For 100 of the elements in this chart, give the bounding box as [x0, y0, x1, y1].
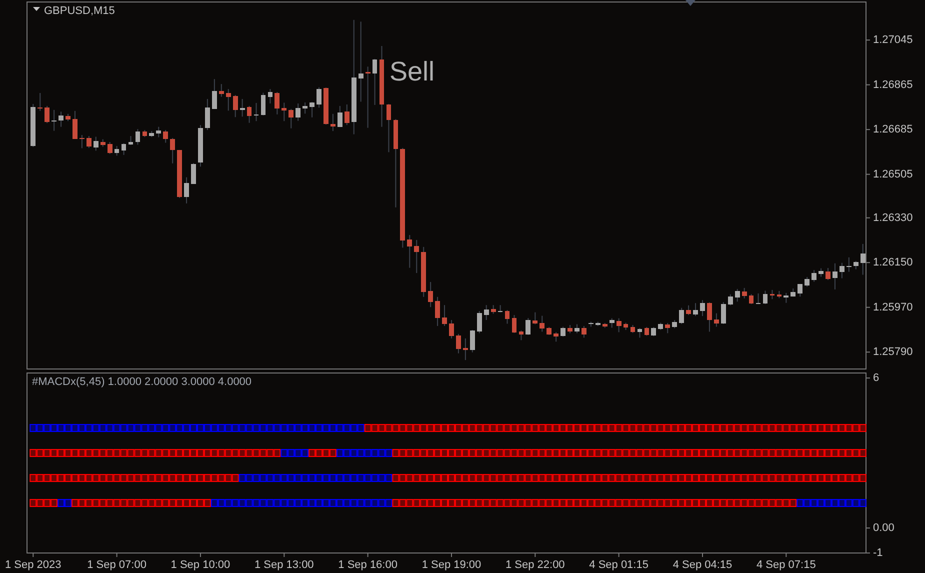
candlestick — [288, 108, 294, 129]
x-tick-label: 1 Sep 07:00 — [87, 559, 146, 571]
candlestick — [268, 88, 273, 104]
candlestick — [114, 145, 120, 156]
candlestick — [609, 318, 614, 328]
x-tick-label: 1 Sep 10:00 — [170, 559, 230, 571]
y-tick-label: 1.25790 — [873, 346, 913, 358]
candlestick — [470, 329, 475, 353]
candlestick — [456, 333, 461, 354]
candlestick — [163, 130, 168, 144]
candlestick — [798, 283, 803, 298]
y-tick-label: 1.26865 — [873, 78, 913, 91]
candlestick — [330, 113, 336, 132]
candlestick — [358, 21, 364, 102]
candlestick — [316, 86, 322, 108]
candlestick — [72, 110, 78, 140]
x-tick-label: 1 Sep 19:00 — [422, 559, 482, 571]
y-tick-label: 6 — [873, 372, 880, 384]
candlestick — [407, 234, 412, 268]
x-tick-label: 1 Sep 22:00 — [505, 559, 565, 571]
candlestick — [518, 330, 524, 341]
candlestick — [484, 304, 489, 321]
candlestick — [679, 307, 684, 324]
candlestick — [720, 302, 726, 324]
candlestick — [693, 302, 698, 317]
candlestick — [80, 134, 84, 149]
y-tick-label: -1 — [873, 547, 883, 559]
candlestick — [616, 318, 622, 333]
candlestick — [240, 98, 245, 118]
chart-title: #MACDx(5,45) 1.0000 2.0000 3.0000 4.0000 — [32, 376, 252, 388]
candlestick — [762, 290, 768, 305]
x-tick-label: 4 Sep 01:15 — [589, 559, 648, 571]
candlestick — [526, 318, 531, 336]
candlestick — [274, 92, 280, 115]
annotation: Sell — [389, 56, 435, 87]
y-tick-label: 1.27045 — [873, 34, 913, 46]
y-tick-label: 1.26685 — [873, 124, 913, 136]
candlestick — [435, 296, 440, 326]
x-tick-label: 1 Sep 16:00 — [338, 559, 398, 571]
candlestick — [86, 136, 92, 148]
candlestick — [686, 304, 691, 316]
x-tick-label: 4 Sep 04:15 — [672, 559, 732, 571]
chart-title: GBPUSD,M15 — [44, 5, 115, 17]
x-tick-label: 4 Sep 07:15 — [756, 559, 816, 571]
candlestick — [504, 310, 510, 324]
candlestick — [170, 138, 176, 164]
x-tick-label: 1 Sep 13:00 — [254, 559, 314, 571]
candlestick — [212, 78, 217, 110]
candlestick — [512, 314, 517, 334]
candlestick — [582, 325, 586, 338]
candlestick — [38, 92, 43, 112]
candlestick — [651, 326, 656, 337]
candlestick — [560, 326, 566, 338]
candlestick — [260, 92, 266, 116]
candlestick — [742, 287, 747, 299]
candlestick — [372, 58, 378, 106]
candlestick — [156, 126, 162, 138]
candlestick — [826, 268, 830, 280]
candlestick — [714, 312, 719, 328]
candlestick — [707, 302, 712, 332]
y-tick-label: 0.00 — [873, 522, 894, 534]
candlestick — [107, 141, 112, 154]
candlestick — [302, 102, 308, 114]
candlestick — [44, 105, 50, 124]
candlestick — [498, 304, 503, 313]
candlestick — [734, 288, 740, 302]
candlestick — [540, 315, 545, 332]
candlestick — [310, 101, 314, 118]
candlestick — [246, 105, 252, 124]
candlestick — [840, 262, 844, 279]
candlestick — [184, 176, 189, 204]
candlestick — [205, 98, 210, 131]
candlestick — [784, 292, 789, 304]
candlestick — [191, 162, 196, 185]
candlestick — [296, 102, 301, 122]
candlestick — [846, 256, 852, 272]
y-tick-label: 1.25970 — [873, 301, 913, 314]
candlestick — [748, 294, 754, 305]
candlestick — [665, 322, 670, 334]
candlestick — [93, 136, 98, 152]
candlestick — [282, 102, 287, 122]
candlestick — [554, 332, 559, 342]
candlestick — [700, 300, 705, 317]
candlestick — [812, 270, 816, 282]
candlestick — [344, 104, 350, 126]
candlestick — [386, 103, 392, 153]
candlestick — [414, 239, 420, 274]
candlestick — [226, 88, 231, 112]
candlestick — [365, 66, 370, 128]
candlestick — [832, 262, 838, 290]
candlestick — [756, 292, 761, 305]
y-tick-label: 1.26330 — [873, 212, 913, 224]
candlestick — [728, 294, 733, 306]
candlestick — [337, 105, 342, 128]
candlestick — [449, 320, 454, 339]
candlestick — [218, 84, 224, 98]
candlestick — [52, 109, 56, 132]
candlestick — [770, 289, 775, 300]
y-tick-label: 1.26505 — [873, 168, 913, 180]
candlestick — [462, 338, 468, 361]
